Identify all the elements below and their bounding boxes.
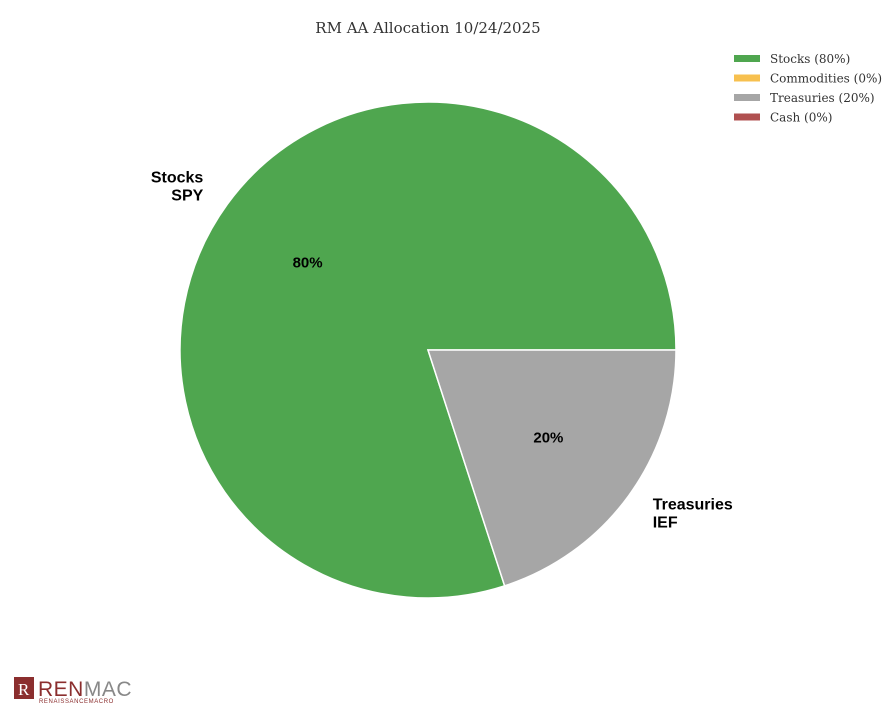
- legend-label-stocks: Stocks (80%): [770, 52, 850, 66]
- logo-mark-letter: R: [18, 680, 30, 699]
- legend: Stocks (80%) Commodities (0%) Treasuries (…: [734, 52, 882, 125]
- legend-swatch-cash: [734, 113, 760, 121]
- pct-label-stocks: 80%: [293, 255, 323, 272]
- pie-slices: [179, 101, 677, 599]
- logo-mac-text: MAC: [84, 678, 132, 701]
- chart-title: RM AA Allocation 10/24/2025: [315, 19, 540, 37]
- logo-ren-text: REN: [38, 678, 84, 701]
- legend-label-treasuries: Treasuries (20%): [770, 91, 875, 105]
- outer-label-stocks: Stocks SPY: [151, 170, 204, 205]
- pct-label-treasuries: 20%: [533, 429, 563, 446]
- renmac-logo: R RENMAC RENAISSANCEMACRO: [14, 677, 132, 705]
- legend-item-commodities: Commodities (0%): [734, 72, 882, 86]
- slice-labels: 80% Stocks SPY 20% Treasuries IEF: [151, 170, 733, 532]
- legend-item-stocks: Stocks (80%): [734, 52, 850, 66]
- pie-slice-treasuries: [426, 349, 677, 587]
- pie-slice-stocks: [179, 101, 677, 599]
- legend-swatch-commodities: [734, 74, 760, 82]
- legend-swatch-treasuries: [734, 94, 760, 101]
- legend-label-cash: Cash (0%): [770, 111, 832, 125]
- outer-label-treasuries: Treasuries IEF: [653, 496, 733, 531]
- legend-item-treasuries: Treasuries (20%): [734, 91, 875, 105]
- legend-item-cash: Cash (0%): [734, 111, 832, 125]
- logo-wordmark: RENMAC: [38, 678, 132, 701]
- logo-mark: [14, 677, 34, 699]
- logo-subtitle: RENAISSANCEMACRO: [39, 699, 114, 705]
- legend-swatch-stocks: [734, 55, 760, 62]
- legend-label-commodities: Commodities (0%): [770, 72, 882, 86]
